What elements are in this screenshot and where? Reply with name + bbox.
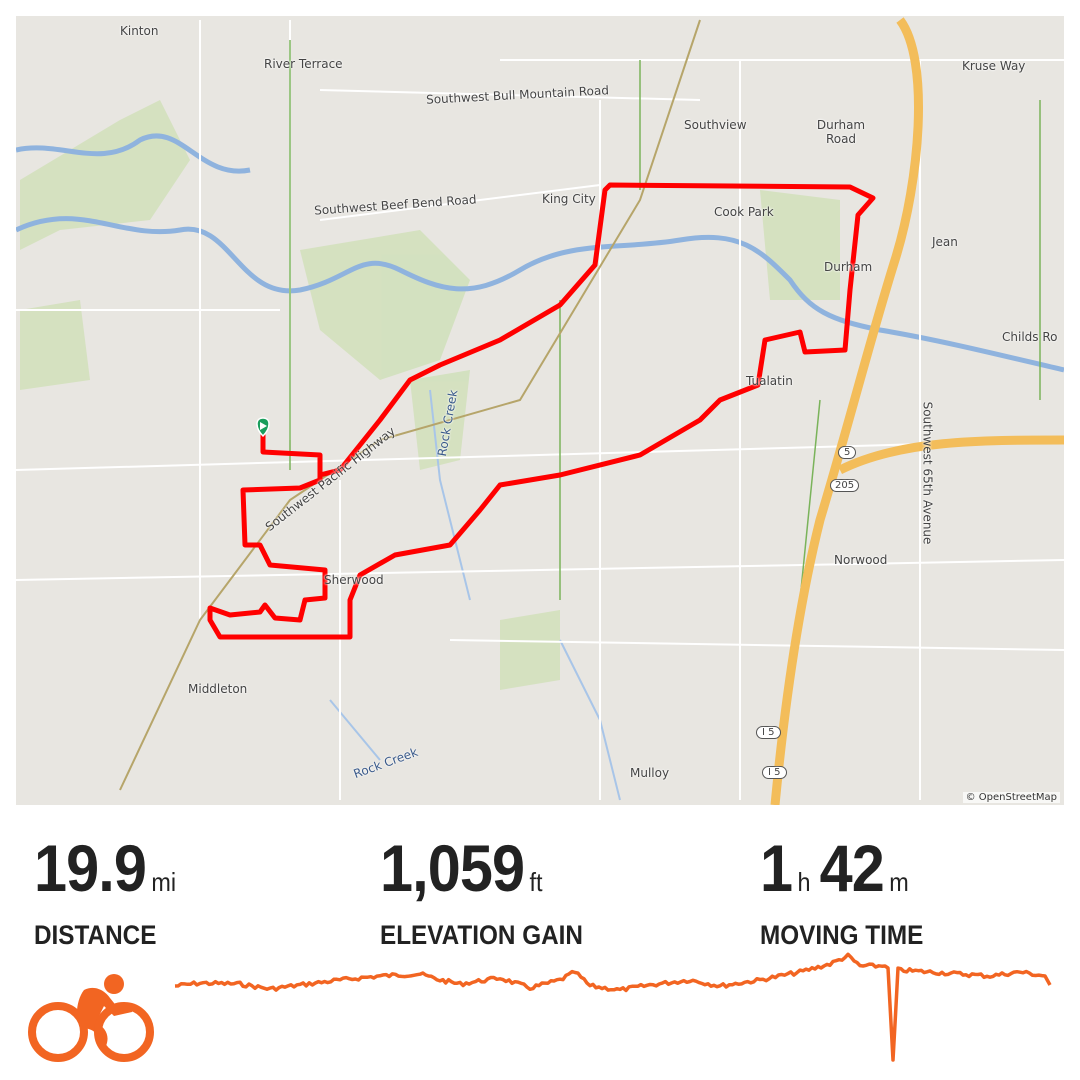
elevation-line bbox=[174, 952, 1052, 1062]
elevation-label: ELEVATION GAIN bbox=[380, 920, 583, 950]
highway-shield: 5 bbox=[838, 446, 857, 459]
elevation-unit: ft bbox=[529, 867, 543, 897]
elevation-profile bbox=[174, 952, 1052, 1062]
map-base bbox=[16, 17, 1064, 805]
map-label: Mulloy bbox=[630, 766, 670, 780]
map-label: Kruse Way bbox=[962, 59, 1026, 73]
distance-unit: mi bbox=[151, 867, 177, 897]
highway-shield: I 5 bbox=[756, 726, 781, 739]
moving-time-stat: 1 h 42 m MOVING TIME bbox=[760, 832, 942, 951]
moving-time-label: MOVING TIME bbox=[760, 920, 924, 950]
map-label: Childs Ro bbox=[1002, 330, 1058, 344]
route-map[interactable]: Kinton River Terrace Southwest Bull Moun… bbox=[16, 16, 1064, 805]
bike-paths bbox=[289, 40, 1041, 601]
highway-shield: I 5 bbox=[762, 766, 787, 779]
distance-label: DISTANCE bbox=[34, 920, 157, 950]
hours-value: 1 bbox=[760, 831, 793, 905]
map-label: Middleton bbox=[188, 682, 248, 696]
elevation-stat: 1,059 ft ELEVATION GAIN bbox=[380, 832, 606, 951]
interstate-highway bbox=[770, 17, 1064, 805]
distance-value: 19.9 bbox=[34, 831, 147, 905]
railway bbox=[119, 19, 701, 791]
map-label: Durham bbox=[824, 260, 873, 274]
map-label: Norwood bbox=[834, 553, 888, 567]
map-label: King City bbox=[542, 192, 596, 206]
minutes-value: 42 bbox=[819, 831, 885, 905]
map-label: Sherwood bbox=[324, 573, 384, 587]
cycling-icon bbox=[28, 974, 154, 1062]
distance-stat: 19.9 mi DISTANCE bbox=[34, 832, 202, 951]
elevation-value: 1,059 bbox=[380, 831, 525, 905]
map-label: River Terrace bbox=[264, 57, 343, 71]
route-line bbox=[207, 182, 876, 640]
map-label: Southview bbox=[684, 118, 747, 132]
map-label: Southwest 65th Avenue bbox=[920, 401, 935, 545]
map-label: Durham Road bbox=[816, 118, 866, 146]
start-marker[interactable] bbox=[256, 417, 270, 438]
map-attribution[interactable]: © OpenStreetMap bbox=[962, 792, 1060, 803]
map-label: Tualatin bbox=[746, 374, 793, 388]
map-label: Jean bbox=[932, 235, 958, 249]
hours-unit: h bbox=[797, 867, 811, 897]
map-label: Cook Park bbox=[714, 205, 774, 219]
minutes-unit: m bbox=[889, 867, 909, 897]
highway-shield: 205 bbox=[830, 479, 860, 492]
map-label: Kinton bbox=[120, 24, 159, 38]
